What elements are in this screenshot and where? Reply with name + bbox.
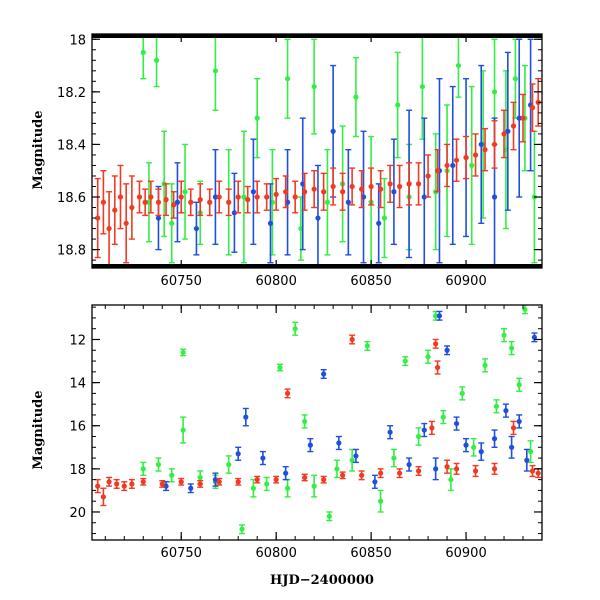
top-data-point (245, 197, 251, 203)
top-data-point (112, 207, 118, 213)
top-data-point (155, 215, 162, 221)
top-data-point (520, 115, 526, 121)
top-data-point (501, 131, 507, 137)
top-data-point (396, 183, 403, 190)
top-data-point (197, 197, 203, 203)
top-data-point (142, 199, 148, 205)
top-data-point (425, 173, 431, 179)
top-data-point (153, 57, 160, 63)
top-data-point (292, 194, 298, 200)
top-data-point (311, 186, 317, 192)
top-data-point (345, 199, 351, 205)
top-data-point (353, 94, 359, 100)
top-data-point (330, 128, 336, 134)
top-data-point (216, 194, 222, 200)
top-data-point (182, 189, 188, 195)
top-data-point (273, 191, 279, 197)
top-data-point (349, 183, 355, 190)
top-data-point (283, 189, 289, 195)
top-data-point (321, 189, 327, 195)
top-plot-frame (91, 33, 543, 269)
top-data-point (264, 194, 270, 200)
top-data-point (491, 141, 498, 148)
top-data-point (368, 183, 374, 190)
top-data-point (311, 83, 317, 90)
top-data-point (117, 194, 124, 200)
top-data-point (315, 215, 321, 221)
top-data-point (207, 199, 213, 205)
top-data-point (340, 189, 346, 195)
top-data-point (95, 215, 101, 221)
top-data-point (188, 199, 194, 205)
top-data-point (250, 189, 256, 195)
top-data-point (359, 186, 365, 192)
top-data-point (163, 197, 169, 203)
top-plot-area (94, 34, 542, 268)
top-data-point (512, 76, 519, 82)
top-data-point (148, 194, 154, 200)
top-data-point (226, 199, 232, 205)
top-data-point (254, 115, 260, 121)
top-data-point (376, 220, 382, 226)
top-series-green (140, 34, 538, 268)
top-data-point (387, 181, 393, 187)
top-x-tick-label: 60800 (255, 274, 296, 289)
top-series-red (94, 77, 542, 267)
top-data-point (136, 194, 143, 200)
top-data-point (529, 105, 536, 111)
top-x-tick-label: 60750 (161, 274, 202, 289)
top-data-point (169, 220, 175, 226)
top-data-point (324, 199, 331, 205)
top-data-point (415, 181, 422, 187)
top-data-point (267, 220, 274, 226)
top-data-point (491, 194, 498, 200)
top-data-point (450, 162, 456, 169)
top-data-point (505, 128, 511, 134)
top-data-point (434, 168, 441, 174)
top-data-point (129, 204, 135, 211)
top-data-point (100, 199, 106, 205)
top-data-point (516, 115, 522, 121)
top-data-point (174, 199, 181, 205)
top-data-point (453, 157, 460, 163)
top-x-tick-label: 60900 (445, 274, 486, 289)
top-data-point (140, 49, 146, 56)
top-data-point (330, 183, 336, 190)
top-data-point (463, 154, 469, 161)
top-data-point (421, 194, 427, 200)
top-data-point (395, 102, 401, 108)
top-data-point (241, 194, 247, 200)
top-data-point (469, 162, 475, 169)
top-data-point (171, 202, 177, 208)
top-data-point (178, 194, 184, 200)
top-x-tick-label: 60850 (350, 274, 391, 289)
top-data-point (391, 189, 397, 195)
top-data-point (482, 147, 488, 153)
top-series-blue (155, 38, 534, 268)
top-data-point (510, 123, 517, 129)
top-data-point (284, 76, 291, 82)
top-data-point (455, 62, 462, 69)
top-data-point (155, 199, 162, 205)
top-data-point (231, 210, 238, 216)
top-data-point (478, 141, 484, 148)
top-data-point (254, 194, 260, 200)
top-data-point (378, 186, 384, 192)
top-data-point (302, 189, 308, 195)
top-data-point (406, 181, 412, 187)
top-data-point (419, 83, 425, 90)
top-data-point (212, 194, 219, 200)
top-data-point (491, 89, 498, 95)
top-data-point (212, 68, 219, 74)
top-data-point (235, 194, 241, 200)
top-data-point (444, 162, 450, 169)
top-data-point (193, 225, 200, 232)
top-data-point (123, 220, 129, 226)
top-data-point (381, 215, 388, 221)
top-data-point (472, 152, 479, 158)
top-data-point (106, 225, 112, 232)
